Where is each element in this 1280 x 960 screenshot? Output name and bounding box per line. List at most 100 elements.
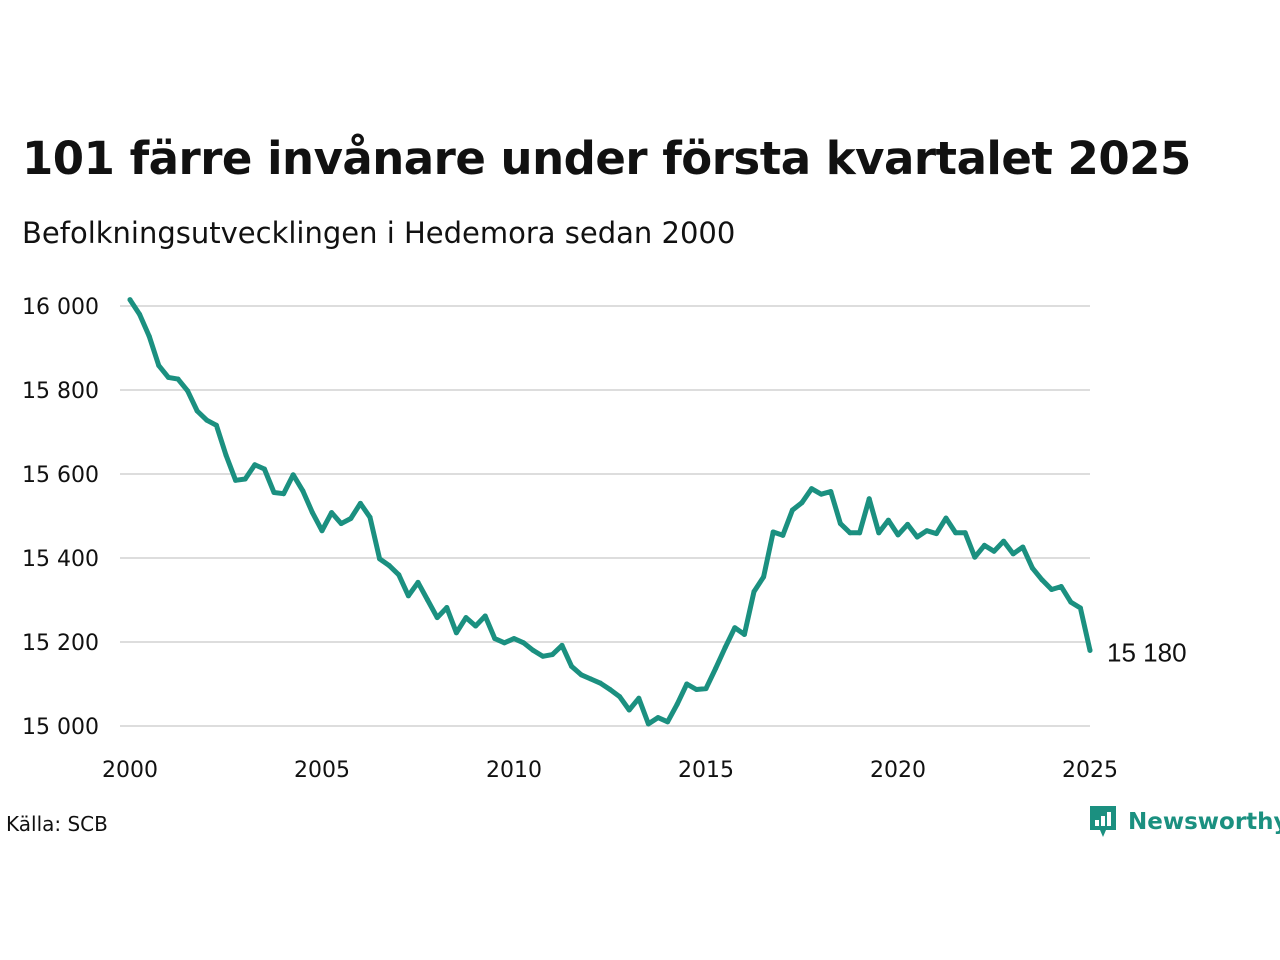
data-point (972, 554, 978, 560)
data-point (741, 631, 747, 637)
data-point (780, 532, 786, 538)
data-point (137, 311, 143, 317)
y-tick-label: 15 200 (22, 631, 99, 656)
data-point (857, 530, 863, 536)
data-point (770, 529, 776, 535)
data-point (703, 686, 709, 692)
data-point (127, 297, 133, 303)
data-point (1020, 544, 1026, 550)
data-point (453, 630, 459, 636)
gridlines (120, 305, 1090, 727)
data-point (425, 597, 431, 603)
data-point (876, 530, 882, 536)
data-point (396, 572, 402, 578)
data-point (626, 707, 632, 713)
data-point (233, 477, 239, 483)
plot-area: 15 180 (127, 297, 1187, 727)
y-tick-label: 15 000 (22, 715, 99, 740)
data-point (309, 510, 315, 516)
data-point (722, 644, 728, 650)
data-point (463, 615, 469, 621)
data-point (962, 530, 968, 536)
y-tick-label: 15 800 (22, 379, 99, 404)
data-point (895, 532, 901, 538)
data-point (156, 363, 162, 369)
data-point (617, 694, 623, 700)
data-point (837, 521, 843, 527)
data-point (914, 534, 920, 540)
data-point (540, 653, 546, 659)
data-point (281, 491, 287, 497)
x-tick-label: 2015 (678, 758, 734, 783)
x-tick-label: 2020 (870, 758, 926, 783)
data-point (319, 528, 325, 534)
brand-name: Newsworthy (1128, 809, 1280, 835)
data-point (444, 605, 450, 611)
data-point (521, 640, 527, 646)
data-point (885, 517, 891, 523)
data-point (434, 615, 440, 621)
end-value-label: 15 180 (1107, 637, 1187, 667)
chart-title: 101 färre invånare under första kvartale… (22, 132, 1191, 185)
data-point (1058, 584, 1064, 590)
data-point (338, 521, 344, 527)
data-point (1077, 605, 1083, 611)
data-point (501, 640, 507, 646)
data-point (185, 388, 191, 394)
data-point (569, 663, 575, 669)
data-point (405, 593, 411, 599)
data-point (847, 530, 853, 536)
data-point (146, 333, 152, 339)
data-point (348, 516, 354, 522)
data-point (300, 488, 306, 494)
data-point (386, 563, 392, 569)
data-point (828, 489, 834, 495)
data-point (492, 636, 498, 642)
data-point (713, 665, 719, 671)
data-point (271, 489, 277, 495)
data-point (761, 574, 767, 580)
newsworthy-brand[interactable]: Newsworthy (1088, 804, 1280, 840)
data-point (1010, 551, 1016, 557)
data-point (1039, 577, 1045, 583)
data-point (252, 462, 258, 468)
x-tick-label: 2010 (486, 758, 542, 783)
data-point (991, 548, 997, 554)
x-tick-label: 2000 (102, 758, 158, 783)
y-tick-label: 15 400 (22, 547, 99, 572)
data-point (636, 695, 642, 701)
data-point (223, 452, 229, 458)
data-point (905, 521, 911, 527)
data-point (607, 686, 613, 692)
data-point (329, 510, 335, 516)
data-point (799, 500, 805, 506)
data-point (1001, 538, 1007, 544)
series-line (127, 297, 1093, 727)
source-note: Källa: SCB (6, 812, 108, 836)
data-point (943, 515, 949, 521)
chart-subtitle: Befolkningsutvecklingen i Hedemora sedan… (22, 216, 736, 250)
data-point (665, 719, 671, 725)
data-point (866, 496, 872, 502)
data-point (1029, 565, 1035, 571)
data-point (213, 422, 219, 428)
x-axis: 2000 2005 2010 2015 2020 2025 (102, 758, 1118, 783)
data-point (194, 408, 200, 414)
data-point (357, 500, 363, 506)
data-point (175, 376, 181, 382)
data-point (789, 507, 795, 513)
data-point (377, 556, 383, 562)
y-tick-label: 16 000 (22, 295, 99, 320)
data-point (290, 472, 296, 478)
data-point (693, 686, 699, 692)
data-point (953, 530, 959, 536)
data-point (818, 491, 824, 497)
data-point (1049, 587, 1055, 592)
data-point (655, 715, 661, 721)
data-point (165, 374, 171, 380)
data-point (482, 613, 488, 619)
data-point (530, 647, 536, 653)
x-tick-label: 2025 (1062, 758, 1118, 783)
data-point (367, 514, 373, 520)
